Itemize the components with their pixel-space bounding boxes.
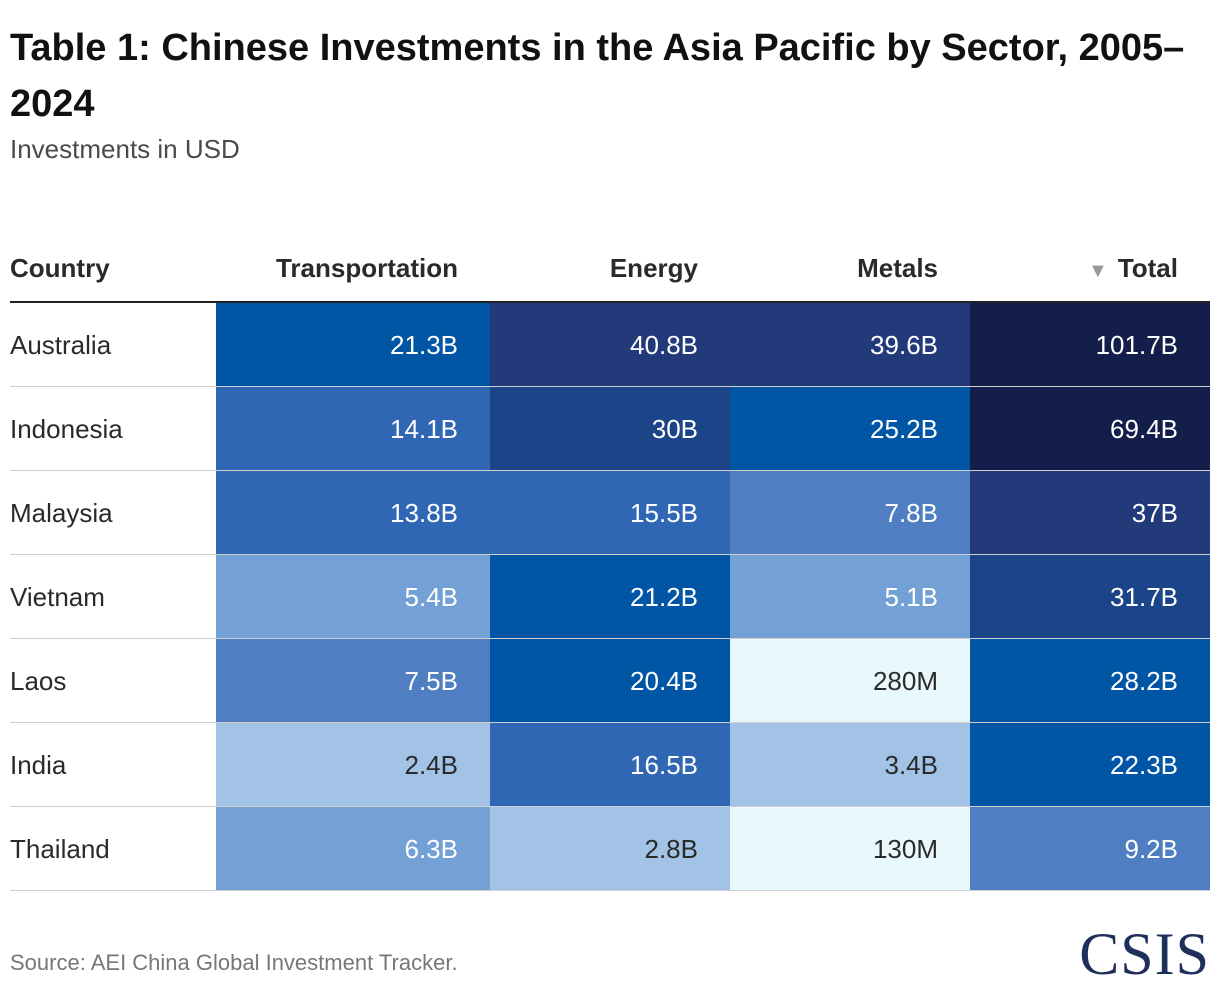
table-row: Vietnam 5.4B 21.2B 5.1B 31.7B bbox=[10, 555, 1210, 639]
value-cell: 101.7B bbox=[970, 303, 1210, 387]
table-header: Country Transportation Energy Metals ▼ To… bbox=[10, 245, 1210, 303]
table-row: Australia 21.3B 40.8B 39.6B 101.7B bbox=[10, 303, 1210, 387]
country-cell: Malaysia bbox=[10, 498, 113, 528]
value-cell: 31.7B bbox=[970, 555, 1210, 639]
column-header-energy[interactable]: Energy bbox=[609, 253, 698, 283]
value-cell: 13.8B bbox=[216, 471, 490, 555]
table-row: Indonesia 14.1B 30B 25.2B 69.4B bbox=[10, 387, 1210, 471]
table-row: Laos 7.5B 20.4B 280M 28.2B bbox=[10, 639, 1210, 723]
column-header-total-label: Total bbox=[1117, 253, 1178, 283]
value-cell: 40.8B bbox=[490, 303, 730, 387]
table-row: India 2.4B 16.5B 3.4B 22.3B bbox=[10, 723, 1210, 807]
value-cell: 5.1B bbox=[730, 555, 970, 639]
value-cell: 21.3B bbox=[216, 303, 490, 387]
country-cell: Laos bbox=[10, 666, 67, 696]
value-cell: 28.2B bbox=[970, 639, 1210, 723]
value-cell: 15.5B bbox=[490, 471, 730, 555]
value-cell: 39.6B bbox=[730, 303, 970, 387]
column-header-transportation[interactable]: Transportation bbox=[275, 253, 458, 283]
value-cell: 25.2B bbox=[730, 387, 970, 471]
value-cell: 20.4B bbox=[490, 639, 730, 723]
column-header-metals[interactable]: Metals bbox=[857, 253, 938, 283]
column-header-country[interactable]: Country bbox=[10, 253, 110, 283]
chart-title: Table 1: Chinese Investments in the Asia… bbox=[10, 27, 1185, 125]
data-table: Country Transportation Energy Metals ▼ To… bbox=[10, 245, 1210, 891]
value-cell: 2.4B bbox=[216, 723, 490, 807]
csis-logo: CSIS bbox=[1079, 921, 1210, 987]
table-row: Thailand 6.3B 2.8B 130M 9.2B bbox=[10, 807, 1210, 891]
value-cell: 7.8B bbox=[730, 471, 970, 555]
table-row: Malaysia 13.8B 15.5B 7.8B 37B bbox=[10, 471, 1210, 555]
value-cell: 130M bbox=[730, 807, 970, 891]
country-cell: India bbox=[10, 750, 67, 780]
value-cell: 5.4B bbox=[216, 555, 490, 639]
sort-descending-icon: ▼ bbox=[1088, 260, 1108, 282]
value-cell: 30B bbox=[490, 387, 730, 471]
value-cell: 37B bbox=[970, 471, 1210, 555]
country-cell: Vietnam bbox=[10, 582, 105, 612]
value-cell: 9.2B bbox=[970, 807, 1210, 891]
country-cell: Thailand bbox=[10, 834, 110, 864]
column-header-total[interactable]: ▼ Total bbox=[970, 245, 1210, 301]
value-cell: 14.1B bbox=[216, 387, 490, 471]
value-cell: 3.4B bbox=[730, 723, 970, 807]
value-cell: 7.5B bbox=[216, 639, 490, 723]
value-cell: 22.3B bbox=[970, 723, 1210, 807]
value-cell: 280M bbox=[730, 639, 970, 723]
country-cell: Australia bbox=[10, 330, 112, 360]
value-cell: 69.4B bbox=[970, 387, 1210, 471]
value-cell: 21.2B bbox=[490, 555, 730, 639]
value-cell: 2.8B bbox=[490, 807, 730, 891]
country-cell: Indonesia bbox=[10, 414, 123, 444]
source-note: Source: AEI China Global Investment Trac… bbox=[10, 950, 458, 975]
value-cell: 6.3B bbox=[216, 807, 490, 891]
table-body: Australia 21.3B 40.8B 39.6B 101.7B Indonesia 1… bbox=[10, 303, 1210, 891]
chart-subtitle: Investments in USD bbox=[10, 134, 240, 164]
value-cell: 16.5B bbox=[490, 723, 730, 807]
